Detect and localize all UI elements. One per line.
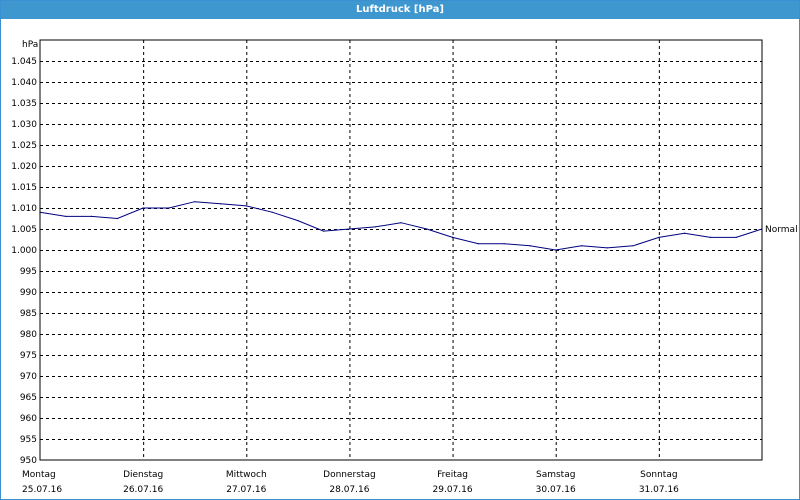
data-point (90, 215, 93, 217)
y-tick-label: 990 (20, 288, 37, 298)
x-tick-date: 31.07.16 (639, 485, 679, 495)
data-point (477, 243, 479, 245)
x-tick-date: 28.07.16 (329, 485, 369, 495)
data-point (400, 222, 402, 224)
x-tick-day: Sonntag (640, 470, 677, 480)
plot-area (39, 39, 763, 461)
y-tick-label: 1.010 (11, 204, 37, 214)
y-tick-label: 995 (20, 267, 37, 277)
y-tick-label: 950 (20, 456, 37, 466)
y-tick-label: 1.000 (11, 246, 37, 256)
x-tick-day: Donnerstag (323, 470, 376, 480)
y-tick-label: 975 (20, 351, 37, 361)
data-point (142, 207, 144, 209)
y-tick-label: 1.030 (11, 120, 37, 130)
data-point (65, 215, 67, 217)
x-tick-date: 25.07.16 (22, 485, 62, 495)
series-label: Normal (765, 225, 798, 235)
y-tick-label: 955 (20, 435, 37, 445)
x-axis-ticks: Montag 25.07.16 Dienstag 26.07.16 Mittwoch 27… (22, 470, 679, 495)
data-point (426, 228, 428, 230)
data-point (503, 243, 505, 245)
data-point (374, 226, 376, 228)
data-point (116, 217, 118, 220)
data-point (529, 245, 531, 247)
data-point (658, 236, 660, 238)
data-point (735, 236, 737, 238)
x-tick-day: Montag (22, 470, 56, 480)
data-point (684, 232, 686, 234)
y-tick-label: 1.035 (11, 99, 37, 109)
grid-lines (40, 40, 762, 460)
data-point (632, 245, 634, 247)
data-point (219, 203, 222, 205)
y-tick-label: 970 (20, 372, 37, 382)
y-axis-label: hPa (22, 40, 38, 50)
x-tick-date: 27.07.16 (226, 485, 266, 495)
data-point (245, 205, 247, 207)
data-point (606, 247, 608, 249)
y-tick-label: 1.015 (11, 183, 37, 193)
x-tick-date: 26.07.16 (123, 485, 163, 495)
data-point (297, 220, 299, 222)
y-tick-label: 980 (20, 330, 37, 340)
x-tick-day: Mittwoch (226, 470, 267, 480)
x-tick-date: 30.07.16 (536, 485, 576, 495)
y-tick-label: 1.045 (11, 57, 37, 67)
data-point (271, 211, 273, 213)
y-tick-label: 965 (20, 393, 37, 403)
y-tick-label: 1.005 (11, 225, 37, 235)
chart-title: Luftdruck [hPa] (1, 1, 799, 19)
y-axis-ticks: 1.045 1.040 1.035 1.030 1.025 1.020 1.015 1.010… (11, 57, 37, 466)
data-point (580, 245, 583, 247)
y-tick-label: 960 (20, 414, 37, 424)
y-tick-label: 1.040 (11, 78, 37, 88)
data-point (323, 230, 325, 232)
y-tick-label: 1.025 (11, 141, 37, 151)
x-tick-day: Samstag (536, 470, 575, 480)
data-point (348, 228, 351, 230)
data-point (709, 236, 712, 238)
x-tick-day: Freitag (437, 470, 468, 480)
data-point (194, 201, 196, 203)
series-lines: Normal (39, 201, 798, 251)
data-point (168, 207, 170, 209)
y-tick-label: 985 (20, 309, 37, 319)
y-tick-label: 1.020 (11, 162, 37, 172)
data-point (451, 236, 454, 238)
x-tick-day: Dienstag (123, 470, 163, 480)
data-point (555, 249, 557, 251)
x-tick-date: 29.07.16 (433, 485, 473, 495)
